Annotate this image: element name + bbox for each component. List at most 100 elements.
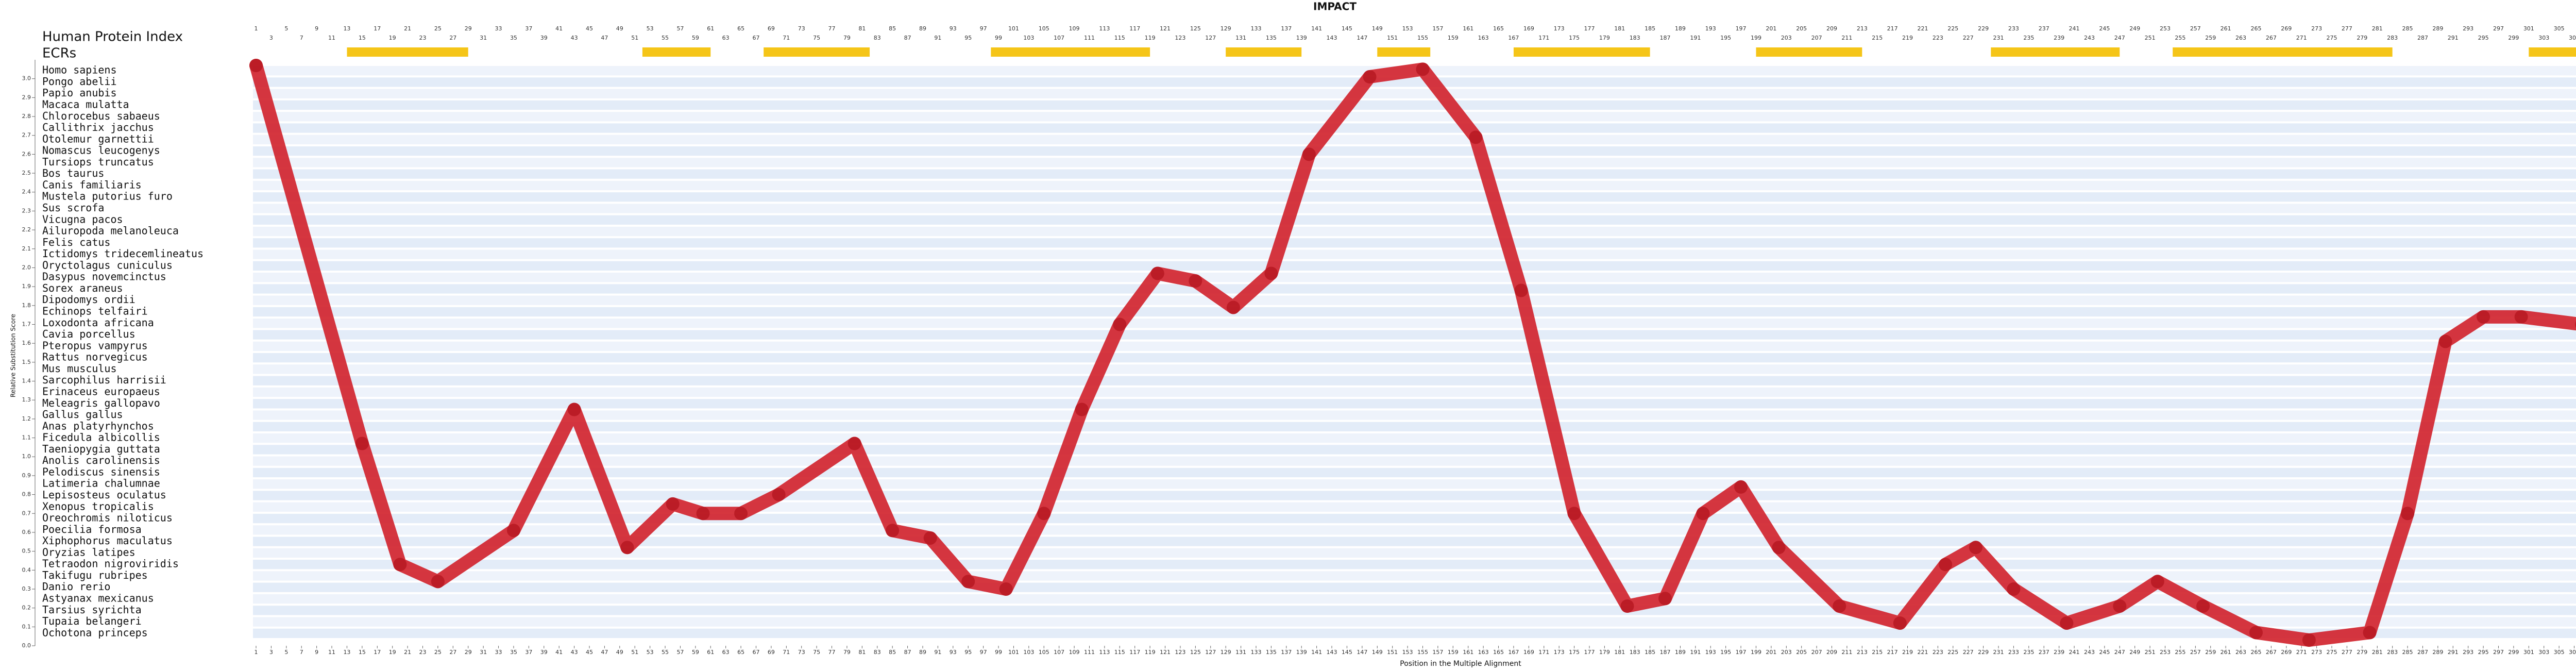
x-tick-label: 9 bbox=[315, 649, 318, 656]
species-label: Anolis carolinensis bbox=[42, 454, 160, 466]
ecr-bar bbox=[642, 47, 711, 57]
curve-point bbox=[734, 507, 748, 521]
species-label: Ficedula albicollis bbox=[42, 431, 160, 444]
y-tick-label: 0.5 bbox=[22, 548, 31, 555]
curve-point bbox=[1302, 147, 1316, 161]
species-label: Canis familiaris bbox=[42, 178, 142, 191]
curve-point bbox=[923, 531, 937, 545]
x-tick-label: 63 bbox=[722, 649, 730, 656]
index-label: 155 bbox=[1417, 35, 1428, 41]
x-tick-label: 105 bbox=[1039, 649, 1049, 656]
species-label: Gallus gallus bbox=[42, 408, 123, 421]
x-tick-label: 237 bbox=[2039, 649, 2049, 656]
alignment-row bbox=[253, 249, 2576, 259]
index-label: 23 bbox=[419, 35, 426, 41]
alignment-row bbox=[253, 307, 2576, 317]
x-tick-label: 185 bbox=[1645, 649, 1655, 656]
index-label: 185 bbox=[1645, 25, 1655, 32]
index-label: 135 bbox=[1266, 35, 1277, 41]
y-tick-label: 0.6 bbox=[22, 529, 31, 535]
alignment-row bbox=[253, 548, 2576, 558]
index-label: 159 bbox=[1448, 35, 1459, 41]
index-label: 81 bbox=[858, 25, 866, 32]
index-label: 11 bbox=[328, 35, 335, 41]
index-label: 267 bbox=[2266, 35, 2277, 41]
index-label: 105 bbox=[1039, 25, 1049, 32]
species-label: Homo sapiens bbox=[42, 64, 117, 76]
index-label: 71 bbox=[783, 35, 790, 41]
x-tick-label: 203 bbox=[1781, 649, 1792, 656]
species-label: Astyanax mexicanus bbox=[42, 592, 154, 605]
alignment-row bbox=[253, 364, 2576, 374]
index-label: 197 bbox=[1736, 25, 1747, 32]
index-label: 89 bbox=[919, 25, 926, 32]
index-label: 221 bbox=[1917, 25, 1928, 32]
index-label: 297 bbox=[2493, 25, 2504, 32]
species-label: Erinaceus europaeus bbox=[42, 385, 160, 397]
index-label: 279 bbox=[2357, 35, 2367, 41]
curve-point bbox=[355, 437, 369, 450]
x-tick-label: 115 bbox=[1114, 649, 1125, 656]
x-tick-label: 243 bbox=[2084, 649, 2095, 656]
x-tick-label: 249 bbox=[2129, 649, 2140, 656]
curve-point bbox=[1620, 599, 1634, 613]
index-label: 17 bbox=[374, 25, 381, 32]
alignment-row bbox=[253, 422, 2576, 431]
index-label: 45 bbox=[586, 25, 593, 32]
curve-point bbox=[886, 524, 900, 538]
index-label: 193 bbox=[1705, 25, 1716, 32]
curve-point bbox=[393, 558, 407, 572]
x-tick-label: 165 bbox=[1493, 649, 1504, 656]
alignment-row bbox=[253, 617, 2576, 627]
alignment-row bbox=[253, 273, 2576, 282]
index-label: 39 bbox=[540, 35, 548, 41]
index-label: 31 bbox=[480, 35, 487, 41]
x-tick-label: 15 bbox=[359, 649, 366, 656]
alignment-row bbox=[253, 146, 2576, 156]
x-tick-label: 29 bbox=[465, 649, 472, 656]
alignment-row bbox=[253, 571, 2576, 581]
index-label: 219 bbox=[1902, 35, 1913, 41]
index-label: 265 bbox=[2250, 25, 2261, 32]
curve-point bbox=[961, 575, 975, 589]
x-tick-label: 211 bbox=[1841, 649, 1852, 656]
index-label: 303 bbox=[2538, 35, 2549, 41]
index-label: 285 bbox=[2402, 25, 2413, 32]
curve-point bbox=[2060, 616, 2074, 630]
y-tick-label: 0.8 bbox=[22, 491, 31, 498]
x-tick-label: 253 bbox=[2160, 649, 2171, 656]
x-tick-label: 79 bbox=[843, 649, 851, 656]
x-tick-label: 225 bbox=[1947, 649, 1958, 656]
y-tick-label: 2.5 bbox=[22, 170, 31, 176]
index-label: 273 bbox=[2311, 25, 2322, 32]
x-tick-label: 267 bbox=[2266, 649, 2277, 656]
index-label: 195 bbox=[1720, 35, 1731, 41]
index-label: 117 bbox=[1129, 25, 1140, 32]
x-tick-label: 183 bbox=[1630, 649, 1640, 656]
x-tick-label: 7 bbox=[300, 649, 303, 656]
x-tick-label: 213 bbox=[1857, 649, 1868, 656]
index-label: 93 bbox=[950, 25, 957, 32]
index-label: 57 bbox=[676, 25, 684, 32]
index-label: 1 bbox=[255, 25, 258, 32]
x-tick-label: 1 bbox=[255, 649, 258, 656]
species-label: Tursiops truncatus bbox=[42, 156, 154, 168]
index-label: 131 bbox=[1235, 35, 1246, 41]
index-label: 199 bbox=[1751, 35, 1761, 41]
curve-point bbox=[2438, 334, 2452, 348]
index-label: 283 bbox=[2387, 35, 2398, 41]
x-tick-label: 97 bbox=[980, 649, 987, 656]
index-label: 83 bbox=[874, 35, 881, 41]
species-label: Pelodiscus sinensis bbox=[42, 465, 160, 478]
x-tick-label: 255 bbox=[2175, 649, 2185, 656]
x-tick-label: 229 bbox=[1978, 649, 1989, 656]
x-tick-label: 71 bbox=[783, 649, 790, 656]
y-tick-label: 2.7 bbox=[22, 132, 31, 139]
curve-point bbox=[2150, 575, 2164, 589]
index-label: 205 bbox=[1796, 25, 1807, 32]
alignment-row bbox=[253, 319, 2576, 328]
alignment-row bbox=[253, 594, 2576, 604]
x-tick-label: 13 bbox=[343, 649, 350, 656]
species-label: Macaca mulatta bbox=[42, 98, 129, 110]
